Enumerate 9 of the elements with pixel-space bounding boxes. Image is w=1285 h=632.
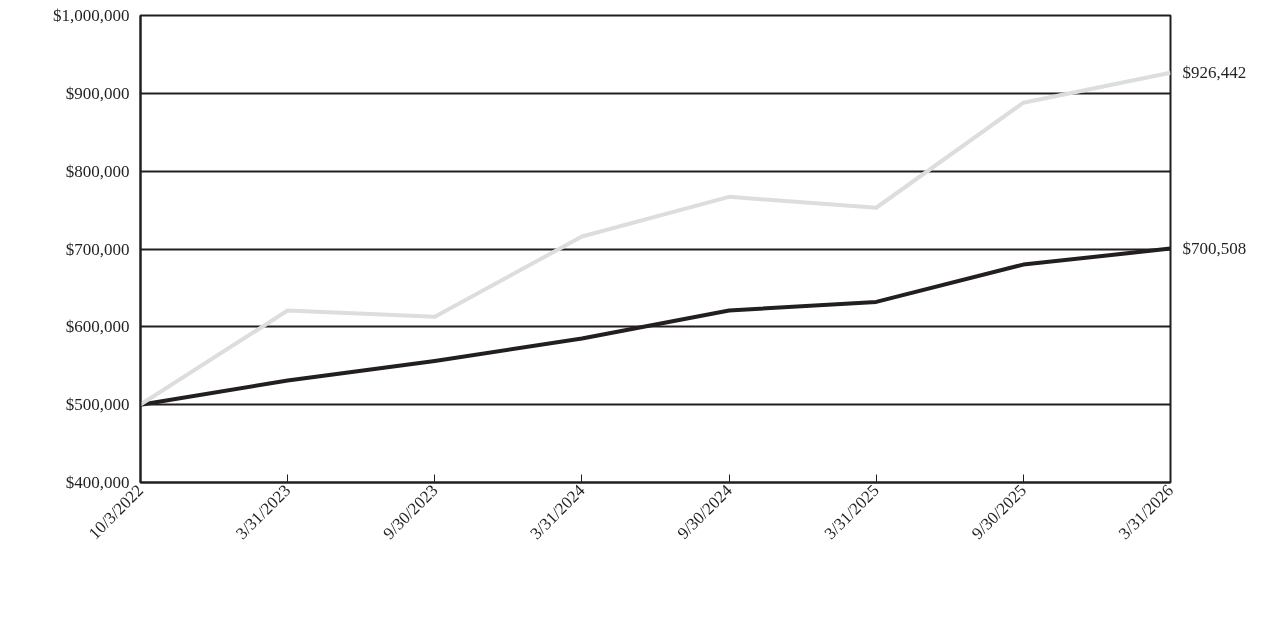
y-tick-label: $800,000	[65, 161, 130, 181]
annotation: $926,442	[1182, 63, 1247, 83]
y-tick-label: $900,000	[65, 83, 130, 103]
line-series	[140, 70, 1171, 407]
y-tick-label: $1,000,000	[53, 6, 130, 25]
y-tick-label: $500,000	[65, 395, 130, 415]
y-tick-label: $600,000	[65, 317, 130, 337]
y-tick-label: $700,000	[65, 239, 130, 259]
annotation: $700,508	[1182, 239, 1247, 259]
